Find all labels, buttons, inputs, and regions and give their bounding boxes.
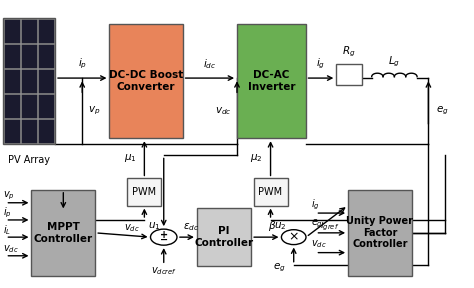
Text: $R_g$: $R_g$ — [343, 45, 356, 60]
FancyBboxPatch shape — [21, 44, 37, 68]
Circle shape — [151, 229, 177, 245]
Text: $i_{gref}$: $i_{gref}$ — [320, 219, 339, 233]
FancyBboxPatch shape — [31, 190, 95, 276]
Text: $v_p$: $v_p$ — [3, 190, 15, 202]
Text: $i_{dc}$: $i_{dc}$ — [203, 57, 217, 71]
Text: DC-AC
Inverter: DC-AC Inverter — [247, 70, 295, 92]
FancyBboxPatch shape — [21, 119, 37, 143]
FancyBboxPatch shape — [38, 19, 54, 43]
FancyBboxPatch shape — [4, 19, 20, 43]
FancyBboxPatch shape — [336, 64, 362, 85]
Text: $i_p$: $i_p$ — [78, 56, 87, 71]
FancyBboxPatch shape — [4, 44, 20, 68]
FancyBboxPatch shape — [38, 44, 54, 68]
Text: $i_g$: $i_g$ — [316, 56, 326, 71]
Text: +: + — [160, 230, 168, 240]
Text: −: − — [160, 234, 168, 245]
Text: $v_{dc}$: $v_{dc}$ — [124, 223, 139, 234]
FancyBboxPatch shape — [254, 178, 288, 206]
Text: $v_{dc}$: $v_{dc}$ — [3, 243, 19, 255]
Text: $i_p$: $i_p$ — [3, 206, 12, 220]
Text: $i_L$: $i_L$ — [3, 223, 11, 237]
Text: $\mu_1$: $\mu_1$ — [124, 152, 137, 164]
FancyBboxPatch shape — [4, 119, 20, 143]
Text: PV Array: PV Array — [8, 156, 50, 166]
Text: PI
Controller: PI Controller — [194, 226, 254, 248]
Text: $e_g$: $e_g$ — [436, 105, 449, 117]
Text: $e_g$: $e_g$ — [273, 261, 286, 274]
Text: $i_g$: $i_g$ — [311, 197, 319, 212]
FancyBboxPatch shape — [197, 209, 251, 266]
Text: PWM: PWM — [132, 187, 156, 197]
Text: $L_g$: $L_g$ — [388, 54, 401, 69]
Text: $u_1$: $u_1$ — [147, 220, 160, 232]
Text: $\beta$: $\beta$ — [268, 219, 277, 233]
Circle shape — [282, 230, 306, 245]
Text: Unity Power
Factor
Controller: Unity Power Factor Controller — [346, 216, 413, 249]
Text: $u_2$: $u_2$ — [274, 220, 286, 232]
FancyBboxPatch shape — [237, 24, 306, 138]
FancyBboxPatch shape — [128, 178, 161, 206]
Text: $v_{dc}$: $v_{dc}$ — [215, 105, 231, 117]
Text: DC-DC Boost
Converter: DC-DC Boost Converter — [109, 70, 183, 92]
FancyBboxPatch shape — [38, 69, 54, 93]
Text: PWM: PWM — [258, 187, 283, 197]
FancyBboxPatch shape — [21, 69, 37, 93]
Text: $v_p$: $v_p$ — [88, 105, 100, 117]
FancyBboxPatch shape — [21, 94, 37, 118]
Text: MPPT
Controller: MPPT Controller — [34, 222, 93, 244]
Text: $v_{dc}$: $v_{dc}$ — [311, 238, 327, 250]
FancyBboxPatch shape — [4, 94, 20, 118]
FancyBboxPatch shape — [38, 94, 54, 118]
Text: $v_{dcref}$: $v_{dcref}$ — [151, 265, 177, 277]
FancyBboxPatch shape — [4, 69, 20, 93]
Text: $\varepsilon_{dc}$: $\varepsilon_{dc}$ — [183, 221, 199, 233]
FancyBboxPatch shape — [21, 19, 37, 43]
FancyBboxPatch shape — [38, 119, 54, 143]
Text: $e_g$: $e_g$ — [311, 218, 323, 230]
Text: $\times$: $\times$ — [288, 231, 299, 244]
FancyBboxPatch shape — [348, 190, 412, 276]
FancyBboxPatch shape — [109, 24, 182, 138]
Text: $\mu_2$: $\mu_2$ — [250, 152, 263, 164]
